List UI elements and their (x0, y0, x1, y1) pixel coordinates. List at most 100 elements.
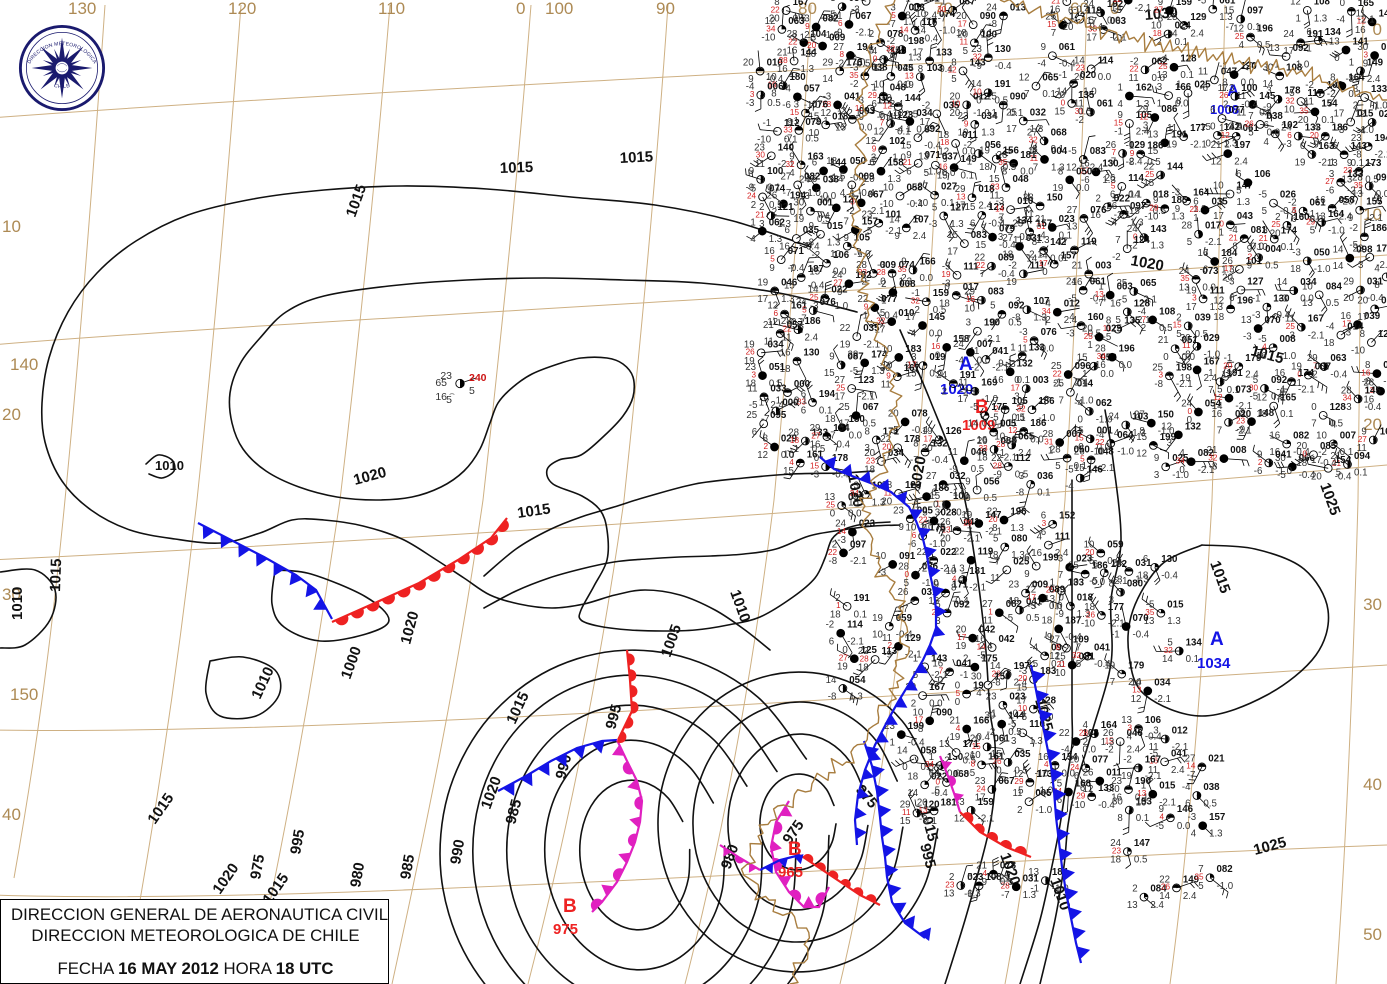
svg-text:-8: -8 (1154, 14, 1163, 25)
svg-text:100: 100 (545, 0, 573, 18)
svg-text:-1: -1 (762, 118, 771, 129)
svg-text:171: 171 (952, 579, 969, 590)
svg-text:-2.1: -2.1 (1159, 797, 1176, 808)
svg-text:6: 6 (801, 406, 806, 417)
svg-text:-9: -9 (883, 649, 892, 660)
svg-text:199: 199 (1043, 553, 1060, 564)
svg-text:1: 1 (872, 63, 877, 74)
svg-text:8: 8 (1360, 329, 1365, 340)
svg-text:098: 098 (1356, 245, 1373, 256)
svg-text:16: 16 (1136, 797, 1147, 808)
svg-text:32: 32 (886, 44, 896, 53)
svg-text:143: 143 (1351, 141, 1368, 152)
svg-text:-2: -2 (919, 564, 928, 575)
svg-text:1.3: 1.3 (981, 128, 994, 139)
svg-text:-4: -4 (907, 329, 916, 340)
svg-text:123: 123 (858, 375, 875, 386)
svg-text:007: 007 (1315, 362, 1331, 373)
svg-text:181: 181 (1020, 150, 1037, 161)
svg-text:007: 007 (1066, 429, 1082, 440)
svg-text:5: 5 (1089, 556, 1094, 567)
svg-text:22: 22 (1095, 438, 1105, 447)
svg-text:11: 11 (755, 159, 765, 170)
svg-text:7: 7 (880, 118, 885, 127)
svg-text:005: 005 (1000, 419, 1017, 430)
svg-text:090: 090 (1010, 92, 1026, 103)
svg-text:-0.4: -0.4 (1273, 310, 1290, 321)
svg-text:102: 102 (889, 136, 905, 147)
svg-text:-5: -5 (1068, 293, 1077, 304)
svg-text:14: 14 (1333, 245, 1344, 256)
svg-text:22: 22 (828, 548, 838, 557)
svg-text:40: 40 (2, 805, 21, 824)
svg-text:2.4: 2.4 (1228, 122, 1242, 133)
svg-text:1015: 1015 (47, 558, 65, 592)
svg-text:1010: 1010 (9, 587, 26, 620)
svg-text:161: 161 (988, 751, 1005, 762)
svg-text:-10: -10 (761, 33, 776, 44)
svg-text:0: 0 (1179, 465, 1185, 476)
svg-text:133: 133 (1098, 783, 1115, 794)
svg-text:2.4: 2.4 (1127, 745, 1141, 756)
svg-text:1.3: 1.3 (1033, 313, 1046, 324)
svg-text:078: 078 (912, 408, 929, 419)
svg-text:19: 19 (793, 214, 804, 225)
svg-text:120: 120 (228, 0, 256, 18)
svg-text:0.1: 0.1 (1340, 447, 1353, 458)
svg-text:0: 0 (1340, 0, 1346, 9)
svg-text:0.0: 0.0 (1020, 166, 1034, 177)
svg-text:17: 17 (1006, 124, 1017, 135)
svg-text:21: 21 (1229, 234, 1239, 243)
svg-text:132: 132 (1017, 358, 1033, 369)
svg-text:30: 30 (1112, 797, 1123, 808)
svg-text:4: 4 (750, 234, 756, 245)
svg-text:079: 079 (999, 224, 1016, 235)
svg-text:10: 10 (1055, 668, 1066, 679)
svg-text:165: 165 (1358, 0, 1375, 9)
svg-text:16: 16 (966, 295, 976, 304)
svg-text:2: 2 (942, 387, 947, 398)
svg-text:133: 133 (1347, 169, 1364, 180)
svg-text:0.0: 0.0 (1049, 601, 1063, 612)
svg-text:162: 162 (1136, 82, 1152, 93)
svg-text:14: 14 (897, 746, 908, 757)
svg-text:-0.4: -0.4 (1367, 293, 1384, 304)
svg-text:0: 0 (1042, 267, 1048, 278)
svg-text:7: 7 (1110, 677, 1115, 688)
svg-text:077: 077 (881, 294, 897, 305)
svg-text:091: 091 (1376, 173, 1387, 184)
svg-text:16: 16 (1355, 25, 1366, 36)
svg-text:12: 12 (757, 450, 768, 461)
svg-text:-10: -10 (1090, 446, 1105, 457)
svg-text:0: 0 (976, 96, 982, 107)
svg-text:20: 20 (743, 58, 754, 69)
svg-text:191: 191 (1171, 129, 1188, 140)
svg-text:0: 0 (873, 54, 878, 63)
svg-text:18: 18 (1138, 570, 1149, 581)
svg-text:065: 065 (1140, 278, 1157, 289)
svg-text:150: 150 (994, 672, 1010, 683)
svg-text:-7: -7 (910, 455, 919, 466)
svg-text:130: 130 (995, 44, 1011, 55)
svg-text:-2.1: -2.1 (788, 33, 805, 44)
svg-text:6: 6 (912, 531, 917, 540)
svg-text:123: 123 (905, 480, 922, 491)
svg-text:-1: -1 (1053, 378, 1062, 389)
svg-text:0.1: 0.1 (1354, 467, 1367, 478)
svg-text:19: 19 (837, 662, 848, 673)
svg-text:036: 036 (1383, 360, 1387, 371)
svg-text:9: 9 (890, 53, 895, 64)
svg-text:-6: -6 (1200, 265, 1209, 276)
svg-text:175: 175 (929, 523, 946, 534)
svg-text:26: 26 (746, 348, 756, 357)
svg-text:16: 16 (777, 64, 788, 75)
svg-text:-5: -5 (850, 366, 859, 377)
svg-text:181: 181 (941, 797, 958, 808)
svg-text:27: 27 (926, 471, 937, 482)
svg-text:0.0: 0.0 (1076, 183, 1090, 194)
svg-text:11: 11 (990, 573, 1000, 584)
svg-text:32: 32 (1016, 405, 1026, 414)
svg-text:167: 167 (1380, 427, 1387, 438)
svg-text:152: 152 (1059, 511, 1075, 522)
svg-text:3: 3 (966, 318, 971, 329)
